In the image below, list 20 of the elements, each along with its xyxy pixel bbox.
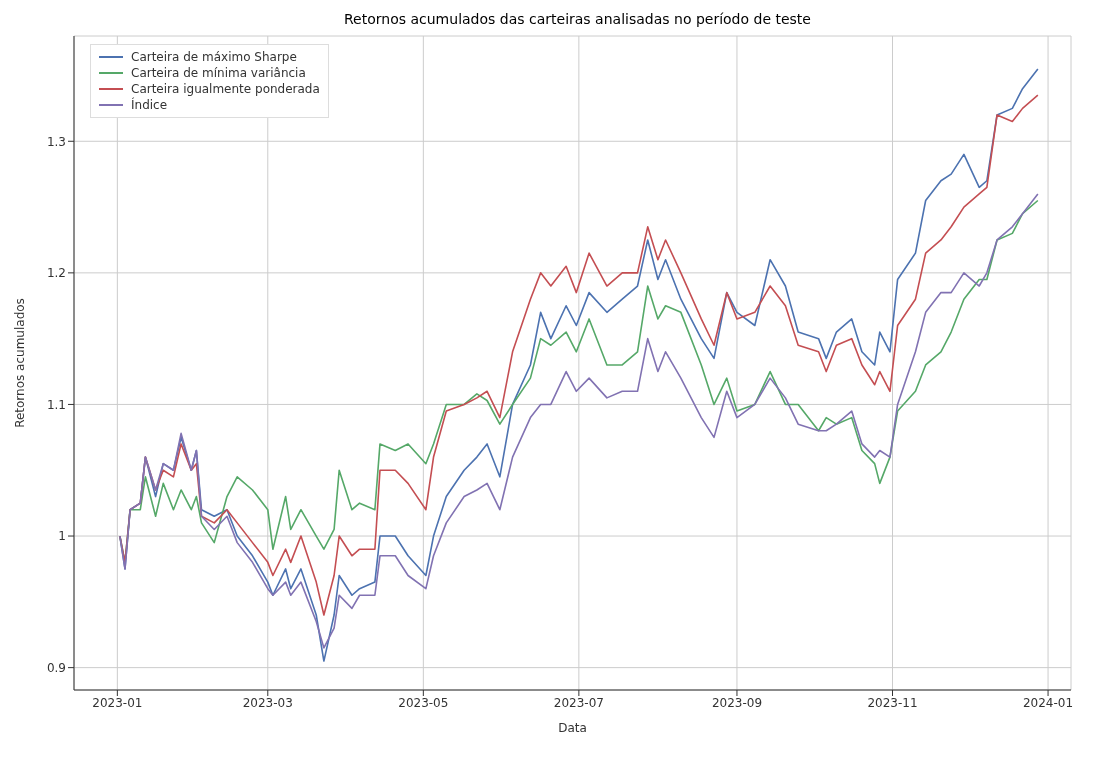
y-tick-label: 1.2 (46, 266, 66, 281)
legend-label: Carteira de máximo Sharpe (131, 49, 297, 65)
x-axis-title: Data (558, 721, 587, 735)
y-tick-label: 0.9 (46, 660, 66, 675)
line-series (119, 193, 1039, 649)
x-tick-label: 2023-11 (867, 695, 918, 710)
y-axis-title: Retornos acumulados (13, 298, 28, 428)
chart-title: Retornos acumulados das carteiras analisadas no período de teste (343, 10, 812, 29)
legend-label: Carteira de mínima variância (131, 65, 306, 81)
x-tick-label: 2024-01 (1022, 695, 1074, 710)
legend-label: Índice (131, 97, 168, 113)
y-tick-label: 1 (58, 529, 66, 544)
y-tick-label: 1.1 (46, 397, 66, 412)
x-tick-label: 2023-09 (711, 695, 763, 710)
x-tick-label: 2023-07 (553, 695, 604, 710)
x-tick-label: 2023-01 (92, 695, 143, 710)
x-tick-label: 2023-05 (398, 695, 449, 710)
legend-label: Carteira igualmente ponderada (131, 81, 320, 97)
y-tick-label: 1.3 (46, 134, 66, 149)
x-tick-label: 2023-03 (242, 695, 293, 710)
